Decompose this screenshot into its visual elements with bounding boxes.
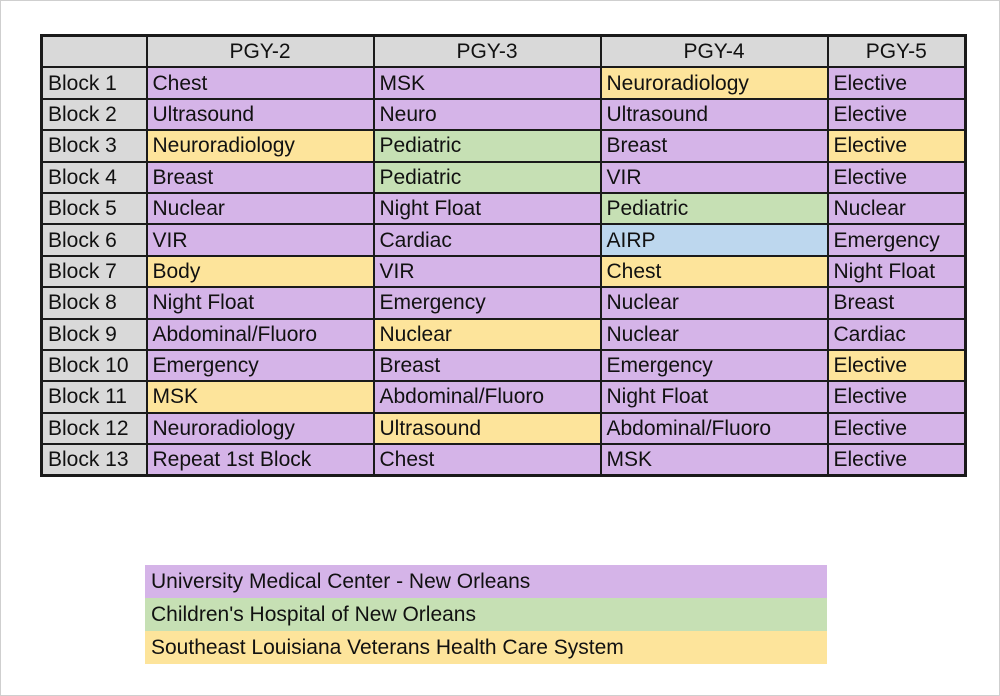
table-cell: Body xyxy=(145,254,375,289)
table-cell: Nuclear xyxy=(599,317,829,351)
table-cell: Pediatric xyxy=(372,129,602,163)
table-cell: Chest xyxy=(372,443,602,477)
row-header: Block 3 xyxy=(40,129,148,163)
table-cell: Nuclear xyxy=(145,191,375,226)
legend-label: Children's Hospital of New Orleans xyxy=(145,598,827,631)
row-header: Block 2 xyxy=(40,97,148,132)
legend-row-umc: University Medical Center - New Orleans xyxy=(145,565,827,598)
table-cell: Night Float xyxy=(599,380,829,414)
table-cell: Breast xyxy=(599,129,829,163)
table-cell: Abdominal/Fluoro xyxy=(372,380,602,414)
table-cell: Elective xyxy=(826,66,967,100)
table-cell: MSK xyxy=(372,66,602,100)
table-row: Block 3 Neuroradiology Pediatric Breast … xyxy=(40,129,967,163)
table-cell: Abdominal/Fluoro xyxy=(145,317,375,351)
table-cell: Repeat 1st Block xyxy=(145,443,375,477)
table-cell: Emergency xyxy=(145,348,375,383)
rotation-schedule-table: PGY-2 PGY-3 PGY-4 PGY-5 Block 1 Chest MS… xyxy=(40,34,967,478)
table-cell: MSK xyxy=(599,443,829,477)
table-row: Block 8 Night Float Emergency Nuclear Br… xyxy=(40,286,967,320)
table-cell: Night Float xyxy=(372,191,602,226)
table-cell: Cardiac xyxy=(372,223,602,257)
table-cell: Neuroradiology xyxy=(599,66,829,100)
table-cell: Night Float xyxy=(826,254,967,289)
table-cell: Abdominal/Fluoro xyxy=(599,411,829,446)
table-cell: Ultrasound xyxy=(599,97,829,132)
row-header: Block 10 xyxy=(40,348,148,383)
table-cell: Emergency xyxy=(826,223,967,257)
table-row: Block 13 Repeat 1st Block Chest MSK Elec… xyxy=(40,443,967,477)
row-header: Block 12 xyxy=(40,411,148,446)
table-row: Block 6 VIR Cardiac AIRP Emergency xyxy=(40,223,967,257)
table-cell: Elective xyxy=(826,380,967,414)
table-row: Block 7 Body VIR Chest Night Float xyxy=(40,254,967,289)
table-row: Block 4 Breast Pediatric VIR Elective xyxy=(40,160,967,194)
legend-row-va: Southeast Louisiana Veterans Health Care… xyxy=(145,631,827,664)
column-header-pgy-2: PGY-2 xyxy=(145,34,375,69)
table-cell: Emergency xyxy=(372,286,602,320)
table-cell: Chest xyxy=(599,254,829,289)
row-header: Block 7 xyxy=(40,254,148,289)
site-legend: University Medical Center - New Orleans … xyxy=(145,565,827,664)
row-header: Block 5 xyxy=(40,191,148,226)
column-header-pgy-5: PGY-5 xyxy=(826,34,967,69)
table-cell: Neuro xyxy=(372,97,602,132)
table-cell: Ultrasound xyxy=(145,97,375,132)
table-row: Block 12 Neuroradiology Ultrasound Abdom… xyxy=(40,411,967,446)
table-cell: Night Float xyxy=(145,286,375,320)
row-header: Block 13 xyxy=(40,443,148,477)
table-cell: Ultrasound xyxy=(372,411,602,446)
table-cell: Breast xyxy=(372,348,602,383)
table-cell: Emergency xyxy=(599,348,829,383)
table-cell: Nuclear xyxy=(372,317,602,351)
table-cell: Chest xyxy=(145,66,375,100)
table-cell: AIRP xyxy=(599,223,829,257)
table-cell: Breast xyxy=(826,286,967,320)
row-header: Block 9 xyxy=(40,317,148,351)
table-row: Block 10 Emergency Breast Emergency Elec… xyxy=(40,348,967,383)
row-header: Block 1 xyxy=(40,66,148,100)
legend-label: Southeast Louisiana Veterans Health Care… xyxy=(145,631,827,664)
corner-cell xyxy=(40,34,148,69)
table-cell: Elective xyxy=(826,411,967,446)
table-cell: Neuroradiology xyxy=(145,129,375,163)
table-row: Block 9 Abdominal/Fluoro Nuclear Nuclear… xyxy=(40,317,967,351)
column-header-pgy-3: PGY-3 xyxy=(372,34,602,69)
table-row: Block 11 MSK Abdominal/Fluoro Night Floa… xyxy=(40,380,967,414)
table-cell: MSK xyxy=(145,380,375,414)
table-cell: Pediatric xyxy=(372,160,602,194)
table-cell: Elective xyxy=(826,160,967,194)
table-cell: VIR xyxy=(145,223,375,257)
table-row: Block 2 Ultrasound Neuro Ultrasound Elec… xyxy=(40,97,967,132)
header-row: PGY-2 PGY-3 PGY-4 PGY-5 xyxy=(40,34,967,69)
table-cell: Pediatric xyxy=(599,191,829,226)
column-header-pgy-4: PGY-4 xyxy=(599,34,829,69)
table-cell: Elective xyxy=(826,97,967,132)
table-cell: VIR xyxy=(599,160,829,194)
table-cell: Elective xyxy=(826,129,967,163)
legend-label: University Medical Center - New Orleans xyxy=(145,565,827,598)
table-row: Block 5 Nuclear Night Float Pediatric Nu… xyxy=(40,191,967,226)
row-header: Block 11 xyxy=(40,380,148,414)
table-cell: Neuroradiology xyxy=(145,411,375,446)
table-row: Block 1 Chest MSK Neuroradiology Electiv… xyxy=(40,66,967,100)
table-cell: Elective xyxy=(826,443,967,477)
row-header: Block 8 xyxy=(40,286,148,320)
legend-row-chno: Children's Hospital of New Orleans xyxy=(145,598,827,631)
row-header: Block 6 xyxy=(40,223,148,257)
table-cell: Cardiac xyxy=(826,317,967,351)
table-cell: Nuclear xyxy=(599,286,829,320)
row-header: Block 4 xyxy=(40,160,148,194)
table-cell: Nuclear xyxy=(826,191,967,226)
table-cell: Elective xyxy=(826,348,967,383)
table-cell: VIR xyxy=(372,254,602,289)
table-cell: Breast xyxy=(145,160,375,194)
